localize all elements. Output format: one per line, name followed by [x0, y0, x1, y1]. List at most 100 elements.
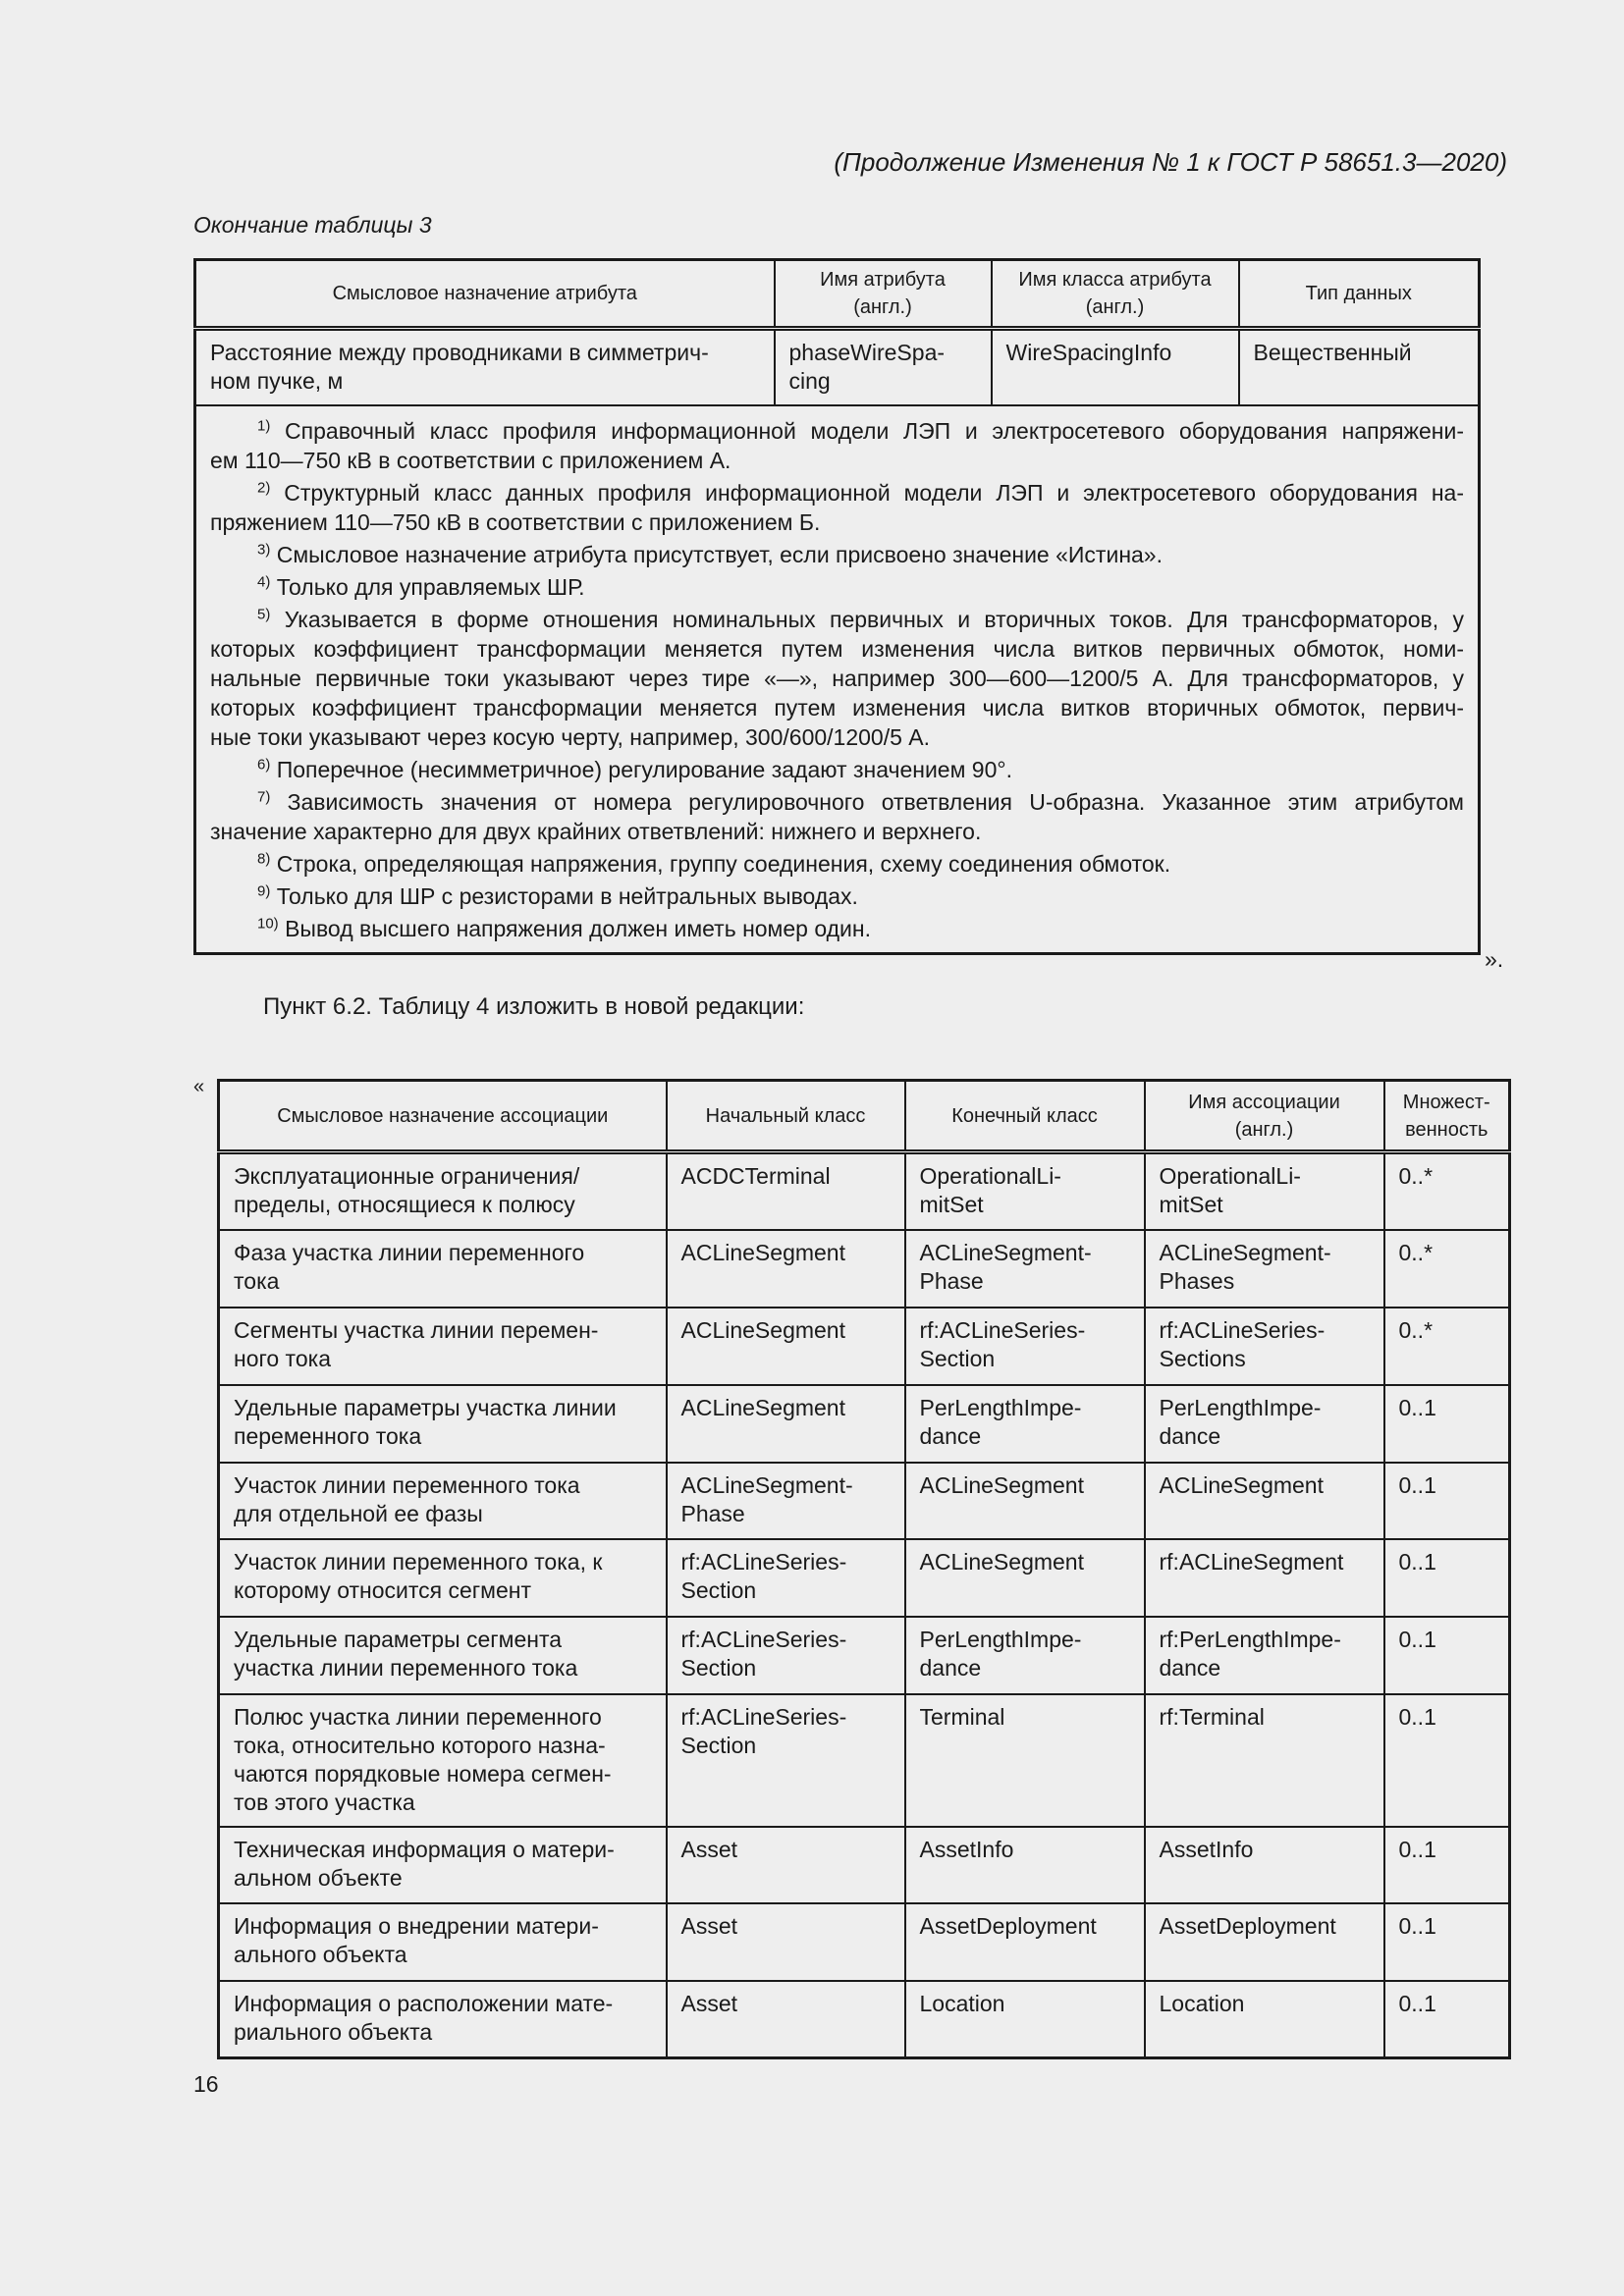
footnote-line: 2) Структурный класс данных профиля инфо… — [210, 478, 1464, 507]
footnote-mark: 10) — [257, 914, 279, 932]
column-header: Смысловое назначение атрибута — [193, 258, 776, 330]
table-cell: Asset — [665, 1979, 906, 2059]
table-cell: PerLengthImpe- dance — [1143, 1383, 1385, 1464]
table-row: Расстояние между проводниками в симметри… — [193, 327, 1481, 406]
table-cell: ACLineSegment- Phases — [1143, 1228, 1385, 1308]
footnote-text: ные токи указывают через косую черту, на… — [210, 723, 931, 750]
table-cell: OperationalLi- mitSet — [1143, 1150, 1385, 1231]
table-cell: ACDCTerminal — [665, 1150, 906, 1231]
table-cell: Asset — [665, 1901, 906, 1982]
footnote-mark: 6) — [257, 755, 271, 773]
column-header: Тип данных — [1237, 258, 1481, 330]
footnote-text: Справочный класс профиля информационной … — [285, 417, 1464, 444]
table-cell: PerLengthImpe- dance — [903, 1383, 1146, 1464]
table-cell: Location — [903, 1979, 1146, 2059]
table-row: Информация о внедрении матери- ального о… — [217, 1901, 1511, 1982]
table-cell: ACLineSegment — [903, 1537, 1146, 1618]
table4-header-row: Смысловое назначение ассоциации Начальный… — [217, 1079, 1511, 1153]
table-cell: AssetInfo — [1143, 1825, 1385, 1904]
table-cell: 0..* — [1382, 1306, 1511, 1386]
column-header: Имя ассоциации (англ.) — [1143, 1079, 1385, 1153]
table-cell: 0..1 — [1382, 1383, 1511, 1464]
table-cell: rf:ACLineSeries- Section — [903, 1306, 1146, 1386]
table-row: Фаза участка линии переменного тока ACLin… — [217, 1228, 1511, 1308]
footnote: 9) Только для ШР с резисторами в нейтрал… — [210, 881, 1464, 911]
footnote: 2) Структурный класс данных профиля инфо… — [210, 478, 1464, 537]
table-cell: ACLineSegment — [903, 1461, 1146, 1540]
footnote-text: Только для ШР с резисторами в нейтральны… — [276, 882, 858, 909]
column-header: Имя атрибута (англ.) — [773, 258, 993, 330]
footnote-mark: 9) — [257, 881, 271, 899]
table-3: Смысловое назначение атрибута Имя атрибут… — [193, 258, 1481, 955]
notes-row: 1) Справочный класс профиля информационн… — [193, 403, 1481, 954]
table-cell: phaseWireSpa- cing — [773, 327, 993, 406]
table-cell: 0..1 — [1382, 1461, 1511, 1540]
table-cell: rf:PerLengthImpe- dance — [1143, 1615, 1385, 1695]
footnote-text: Поперечное (несимметричное) регулировани… — [276, 756, 1012, 782]
table-cell: rf:ACLineSeries- Sections — [1143, 1306, 1385, 1386]
table-cell: 0..1 — [1382, 1615, 1511, 1695]
footnote-text: которых коэффициент трансформации меняет… — [210, 635, 1464, 662]
footnote-line: ные токи указывают через косую черту, на… — [210, 722, 1464, 752]
table-row: Информация о расположении мате- риальног… — [217, 1979, 1511, 2059]
footnote-line: нальные первичные токи указывают через т… — [210, 664, 1464, 693]
table-cell: Asset — [665, 1825, 906, 1904]
footnote-line: 1) Справочный класс профиля информационн… — [210, 416, 1464, 446]
footnote-text: Строка, определяющая напряжения, группу … — [276, 850, 1171, 877]
table-row: Полюс участка линии переменного тока, от… — [217, 1692, 1511, 1828]
footnote-line: которых коэффициент трансформации меняет… — [210, 693, 1464, 722]
footnote: 5) Указывается в форме отношения номинал… — [210, 605, 1464, 752]
column-header: Имя класса атрибута (англ.) — [990, 258, 1240, 330]
footnote-text: Указывается в форме отношения номинальны… — [284, 606, 1464, 632]
table-cell: Эксплуатационные ограничения/ пределы, о… — [217, 1150, 668, 1231]
table-cell: PerLengthImpe- dance — [903, 1615, 1146, 1695]
column-header: Конечный класс — [903, 1079, 1146, 1153]
footnote: 3) Смысловое назначение атрибута присутс… — [210, 540, 1464, 569]
instruction-text: Пункт 6.2. Таблицу 4 изложить в новой ре… — [263, 993, 805, 1020]
footnotes: 1) Справочный класс профиля информационн… — [193, 403, 1481, 954]
table-cell: ACLineSegment — [665, 1228, 906, 1308]
footnote-text: пряжением 110—750 кВ в соответствии с пр… — [210, 508, 821, 535]
table-cell: Участок линии переменного тока для отдел… — [217, 1461, 668, 1540]
table-cell: Вещественный — [1237, 327, 1481, 406]
footnote-line: 7) Зависимость значения от номера регули… — [210, 787, 1464, 817]
table-row: Участок линии переменного тока, к которо… — [217, 1537, 1511, 1618]
footnote-mark: 8) — [257, 849, 271, 867]
table-cell: rf:ACLineSegment — [1143, 1537, 1385, 1618]
column-header: Множест- венность — [1382, 1079, 1511, 1153]
table-cell: WireSpacingInfo — [990, 327, 1240, 406]
table-row: Удельные параметры сегмента участка лини… — [217, 1615, 1511, 1695]
column-header: Смысловое назначение ассоциации — [217, 1079, 668, 1153]
table-cell: 0..1 — [1382, 1692, 1511, 1828]
footnote-mark: 1) — [257, 416, 271, 434]
footnote: 6) Поперечное (несимметричное) регулиров… — [210, 755, 1464, 784]
table-cell: Участок линии переменного тока, к которо… — [217, 1537, 668, 1618]
table-cell: Удельные параметры участка линии перемен… — [217, 1383, 668, 1464]
table-cell: AssetInfo — [903, 1825, 1146, 1904]
footnote-line: ем 110—750 кВ в соответствии с приложени… — [210, 446, 1464, 475]
page-number: 16 — [193, 2071, 219, 2097]
table-cell: rf:ACLineSeries- Section — [665, 1537, 906, 1618]
table-cell: Фаза участка линии переменного тока — [217, 1228, 668, 1308]
footnote-text: ем 110—750 кВ в соответствии с приложени… — [210, 447, 731, 473]
table-cell: ACLineSegment- Phase — [665, 1461, 906, 1540]
table-cell: OperationalLi- mitSet — [903, 1150, 1146, 1231]
footnote-mark: 7) — [257, 787, 271, 805]
table-cell: Сегменты участка линии перемен- ного ток… — [217, 1306, 668, 1386]
closing-quote: ». — [1485, 946, 1504, 972]
footnote-text: нальные первичные токи указывают через т… — [210, 665, 1464, 691]
table-cell: rf:ACLineSeries- Section — [665, 1692, 906, 1828]
footnote-line: пряжением 110—750 кВ в соответствии с пр… — [210, 507, 1464, 537]
footnote-mark: 2) — [257, 478, 271, 496]
footnote-text: Смысловое назначение атрибута присутству… — [276, 541, 1163, 567]
table-cell: 0..1 — [1382, 1979, 1511, 2059]
footnote-text: Структурный класс данных профиля информа… — [284, 479, 1464, 506]
table-cell: Terminal — [903, 1692, 1146, 1828]
table-cell: Информация о расположении мате- риальног… — [217, 1979, 668, 2059]
footnote: 7) Зависимость значения от номера регули… — [210, 787, 1464, 846]
table-cell: Расстояние между проводниками в симметри… — [193, 327, 776, 406]
footnote-text: значение характерно для двух крайних отв… — [210, 818, 982, 844]
table-cell: ACLineSegment — [665, 1306, 906, 1386]
table-row: Техническая информация о матери- альном … — [217, 1825, 1511, 1904]
table-row: Удельные параметры участка линии перемен… — [217, 1383, 1511, 1464]
